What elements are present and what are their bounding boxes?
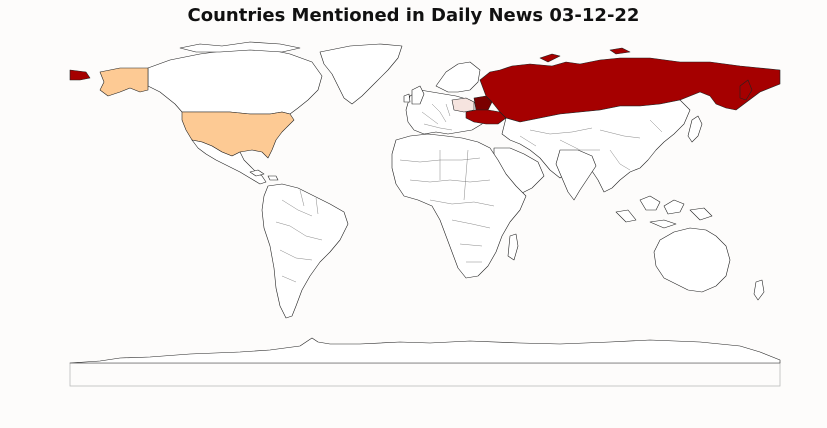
- india: [555, 149, 597, 201]
- ukraine: [465, 109, 507, 125]
- belarus: [473, 95, 493, 111]
- madagascar: [507, 233, 519, 261]
- south-america: [261, 183, 349, 319]
- map-frame: [69, 362, 781, 387]
- greenland: [319, 43, 403, 105]
- kamchatka: [739, 79, 753, 101]
- new-zealand: [753, 279, 765, 301]
- alaska: [99, 67, 149, 97]
- antarctica: [69, 337, 781, 364]
- russia-west-edge: [69, 69, 91, 81]
- europe-borders: [421, 103, 453, 131]
- map-title: Countries Mentioned in Daily News 03-12-…: [187, 5, 640, 26]
- canada-arctic-islands: [179, 41, 301, 53]
- poland: [451, 97, 475, 113]
- united-states: [181, 111, 295, 159]
- caribbean-islands: [249, 169, 279, 181]
- canada: [147, 47, 323, 115]
- japan: [687, 115, 703, 143]
- africa-borders: [399, 149, 495, 263]
- uk-ireland: [403, 85, 425, 105]
- south-america-borders: [275, 189, 323, 283]
- asia: [501, 99, 691, 193]
- scandinavia: [435, 61, 481, 93]
- africa: [391, 133, 527, 279]
- australia: [653, 227, 731, 293]
- asia-borders: [519, 119, 663, 171]
- mexico: [191, 139, 267, 185]
- southeast-asia-islands: [615, 195, 713, 229]
- novaya-zemlya: [539, 47, 631, 63]
